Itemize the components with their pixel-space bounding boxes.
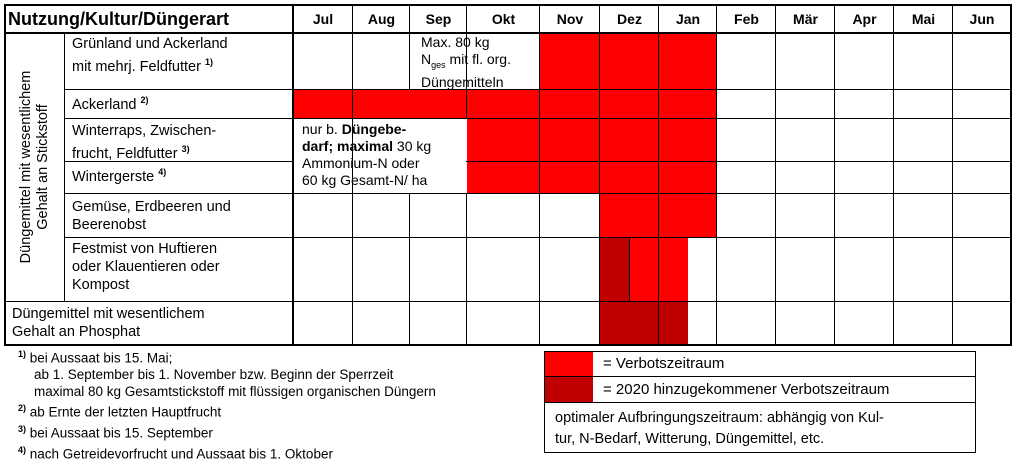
fill-wintergerste-okt-jan xyxy=(467,162,717,194)
fill-winterraps-okt-jan xyxy=(467,119,717,162)
legend-neu2020-label: = 2020 hinzugekommener Verbotszeitraum xyxy=(603,381,890,398)
month-header-feb: Feb xyxy=(734,11,759,27)
row-label-festmist: Festmist von Huftieren oder Klauentieren… xyxy=(72,241,220,293)
note-max80-box xyxy=(410,33,540,90)
footnotes: 1) bei Aussaat bis 15. Mai; ab 1. Septem… xyxy=(18,349,436,462)
fill-gruenland-nov-jan xyxy=(540,33,717,90)
row-label-wintergerste: Wintergerste 4) xyxy=(72,167,167,185)
legend-neu2020-row: = 2020 hinzugekommener Verbotszeitraum xyxy=(545,377,975,403)
note-max80: Max. 80 kg Nges mit fl. org. Düngemittel… xyxy=(421,34,511,90)
header-title: Nutzung/Kultur/Düngerart xyxy=(8,8,229,29)
month-header-nov: Nov xyxy=(556,11,584,27)
note-nurb: nur b. Düngebe- darf; maximal 30 kg Ammo… xyxy=(302,121,432,188)
legend-verbot-swatch xyxy=(545,352,593,376)
month-header-okt: Okt xyxy=(491,11,516,27)
legend-neu2020-swatch xyxy=(545,377,593,402)
note-nurb-box xyxy=(294,119,467,194)
month-header-sep: Sep xyxy=(425,11,452,27)
legend: = Verbotszeitraum = 2020 hinzugekommener… xyxy=(544,351,976,453)
month-header-aug: Aug xyxy=(367,11,396,27)
fill-phosphat-new-2020 xyxy=(600,302,688,345)
month-header-mai: Mai xyxy=(911,11,936,27)
legend-verbot-row: = Verbotszeitraum xyxy=(545,352,975,377)
fill-ackerland-jul-jan xyxy=(294,90,717,119)
month-header-mär: Mär xyxy=(793,11,818,27)
row-label-phosphat: Düngemittel mit wesentlichem Gehalt an P… xyxy=(12,306,205,340)
side-label-line2: Gehalt an Stickstoff xyxy=(35,104,51,230)
legend-verbot-label: = Verbotszeitraum xyxy=(603,355,725,372)
month-header-jul: Jul xyxy=(312,11,334,27)
side-label-line1: Düngemittel mit wesentlichem xyxy=(18,70,34,264)
fill-festmist-jan xyxy=(659,238,688,302)
row-label-gruenland: Grünland und Ackerland mit mehrj. Feldfu… xyxy=(72,36,228,75)
month-header-apr: Apr xyxy=(852,11,877,27)
row-label-winterraps: Winterraps, Zwischen- frucht, Feldfutter… xyxy=(72,123,217,162)
fill-festmist-new-2020 xyxy=(600,238,630,302)
month-header-jan: Jan xyxy=(675,11,701,27)
fill-festmist-dez xyxy=(630,238,659,302)
month-header-jun: Jun xyxy=(969,11,995,27)
row-label-ackerland: Ackerland 2) xyxy=(72,95,149,113)
row-label-gemuese: Gemüse, Erdbeeren und Beerenobst xyxy=(72,199,231,233)
legend-optimal: optimaler Aufbringungszeitraum: abhängig… xyxy=(555,410,884,447)
month-header-dez: Dez xyxy=(617,11,642,27)
side-label-stickstoff: Düngemittel mit wesentlichem Gehalt an S… xyxy=(6,34,64,301)
